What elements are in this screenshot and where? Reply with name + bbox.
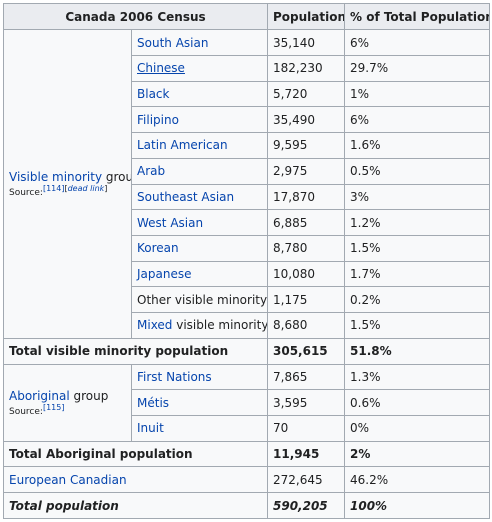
table-row: Arab 2,975 0.5% xyxy=(4,157,490,185)
group-link-korean[interactable]: Korean xyxy=(137,241,179,256)
population-cell: 6,885 xyxy=(267,209,345,236)
population-cell: 9,595 xyxy=(267,132,345,159)
group-link-black[interactable]: Black xyxy=(137,87,170,102)
aboriginal-group-cell: Aboriginal group Source:[115] xyxy=(3,363,132,442)
aboriginal-group-text: group xyxy=(69,388,109,403)
total-population-row: Total population 590,205 100% xyxy=(3,492,490,519)
group-link-south-asian[interactable]: South Asian xyxy=(137,35,209,50)
total-aboriginal-row: Total Aboriginal population 11,945 2% xyxy=(3,440,490,468)
visible-minority-group-cell: Visible minority group Source:[114][dead… xyxy=(3,29,132,339)
population-cell: 35,490 xyxy=(267,106,345,134)
aboriginal-link[interactable]: Aboriginal xyxy=(9,388,70,403)
group-link-arab[interactable]: Arab xyxy=(137,164,166,179)
visible-minority-group-text: group xyxy=(105,170,131,185)
source-ref-114[interactable]: [114] xyxy=(42,184,65,194)
dead-link[interactable]: dead link xyxy=(67,184,105,194)
population-cell: 35,140 xyxy=(267,29,345,56)
european-canadian-row: European Canadian 272,645 46.2% xyxy=(3,466,490,494)
group-link-west-asian[interactable]: West Asian xyxy=(137,215,204,230)
population-cell: 1,175 xyxy=(267,286,345,314)
source-label: Source: xyxy=(9,188,43,199)
percent-cell: 0.6% xyxy=(344,389,490,416)
total-aboriginal-population: 11,945 xyxy=(267,440,345,468)
census-table: Canada 2006 Census Population % of Total… xyxy=(3,2,490,519)
percent-cell: 1.7% xyxy=(344,260,490,288)
group-link-mixed[interactable]: Mixed xyxy=(137,318,173,333)
group-link-latin-american[interactable]: Latin American xyxy=(137,138,228,153)
total-population-value: 590,205 xyxy=(267,492,345,519)
population-cell: 10,080 xyxy=(267,260,345,288)
source-ref-115[interactable]: [115] xyxy=(42,402,65,412)
population-cell: 7,865 xyxy=(267,363,345,391)
header-percent: % of Total Population xyxy=(344,2,490,31)
header-population: Population xyxy=(267,2,345,31)
table-row: Southeast Asian 17,870 3% xyxy=(4,183,490,211)
population-cell: 3,595 xyxy=(267,389,345,416)
european-canadian-population: 272,645 xyxy=(267,466,345,494)
group-other-visible-minority: Other visible minority xyxy=(131,286,268,314)
percent-cell: 0% xyxy=(344,415,490,442)
percent-cell: 0.5% xyxy=(344,157,490,185)
group-link-metis[interactable]: Métis xyxy=(137,395,170,410)
total-aboriginal-percent: 2% xyxy=(344,440,490,468)
table-row: Mixed visible minority 8,680 1.5% xyxy=(4,312,490,339)
table-row: Other visible minority 1,175 0.2% xyxy=(4,286,490,314)
percent-cell: 1.5% xyxy=(344,312,490,339)
group-link-first-nations[interactable]: First Nations xyxy=(137,369,212,384)
percent-cell: 1.5% xyxy=(344,234,490,262)
european-canadian-link[interactable]: European Canadian xyxy=(9,472,127,487)
source-label: Source: xyxy=(9,406,43,417)
population-cell: 8,780 xyxy=(267,234,345,262)
total-visible-minority-row: Total visible minority population 305,61… xyxy=(3,337,490,365)
total-population-label: Total population xyxy=(3,492,268,519)
table-row: Japanese 10,080 1.7% xyxy=(4,260,490,288)
group-mixed-rest: visible minority xyxy=(172,318,268,333)
group-link-inuit[interactable]: Inuit xyxy=(137,421,164,436)
header-row: Canada 2006 Census Population % of Total… xyxy=(3,2,490,31)
header-census: Canada 2006 Census xyxy=(3,2,268,31)
table-row: Korean 8,780 1.5% xyxy=(4,234,490,262)
percent-cell: 1% xyxy=(344,80,490,108)
table-row: Métis 3,595 0.6% xyxy=(4,389,490,416)
group-mixed-cell: Mixed visible minority xyxy=(131,312,268,339)
total-aboriginal-label: Total Aboriginal population xyxy=(3,440,268,468)
population-cell: 2,975 xyxy=(267,157,345,185)
population-cell: 5,720 xyxy=(267,80,345,108)
visible-minority-link[interactable]: Visible minority xyxy=(9,170,103,185)
visible-minority-source: Source:[114][dead link] xyxy=(9,185,126,199)
group-link-southeast-asian[interactable]: Southeast Asian xyxy=(137,189,235,204)
table-row: Visible minority group Source:[114][dead… xyxy=(3,29,490,339)
percent-cell: 1.2% xyxy=(344,209,490,236)
european-canadian-percent: 46.2% xyxy=(344,466,490,494)
total-population-percent: 100% xyxy=(344,492,490,519)
table-row: Black 5,720 1% xyxy=(4,80,490,108)
percent-cell: 6% xyxy=(344,29,490,56)
percent-cell: 29.7% xyxy=(344,54,490,82)
table-row: Aboriginal group Source:[115] First Nati… xyxy=(3,363,490,442)
dead-link-open: [ xyxy=(64,184,68,194)
population-cell: 70 xyxy=(267,415,345,442)
total-visible-minority-label: Total visible minority population xyxy=(3,337,268,365)
percent-cell: 0.2% xyxy=(344,286,490,314)
group-link-filipino[interactable]: Filipino xyxy=(137,112,179,127)
table-row: West Asian 6,885 1.2% xyxy=(4,209,490,236)
percent-cell: 3% xyxy=(344,183,490,211)
percent-cell: 6% xyxy=(344,106,490,134)
aboriginal-source: Source:[115] xyxy=(9,403,126,417)
population-cell: 17,870 xyxy=(267,183,345,211)
table-row: Inuit 70 0% xyxy=(4,415,490,442)
group-link-japanese[interactable]: Japanese xyxy=(137,267,192,282)
table-row: Filipino 35,490 6% xyxy=(4,106,490,134)
population-cell: 8,680 xyxy=(267,312,345,339)
population-cell: 182,230 xyxy=(267,54,345,82)
percent-cell: 1.6% xyxy=(344,132,490,159)
dead-link-close: ] xyxy=(104,184,108,194)
percent-cell: 1.3% xyxy=(344,363,490,391)
table-row: Chinese 182,230 29.7% xyxy=(4,54,490,82)
total-visible-minority-population: 305,615 xyxy=(267,337,345,365)
total-visible-minority-percent: 51.8% xyxy=(344,337,490,365)
group-link-chinese[interactable]: Chinese xyxy=(137,61,185,76)
